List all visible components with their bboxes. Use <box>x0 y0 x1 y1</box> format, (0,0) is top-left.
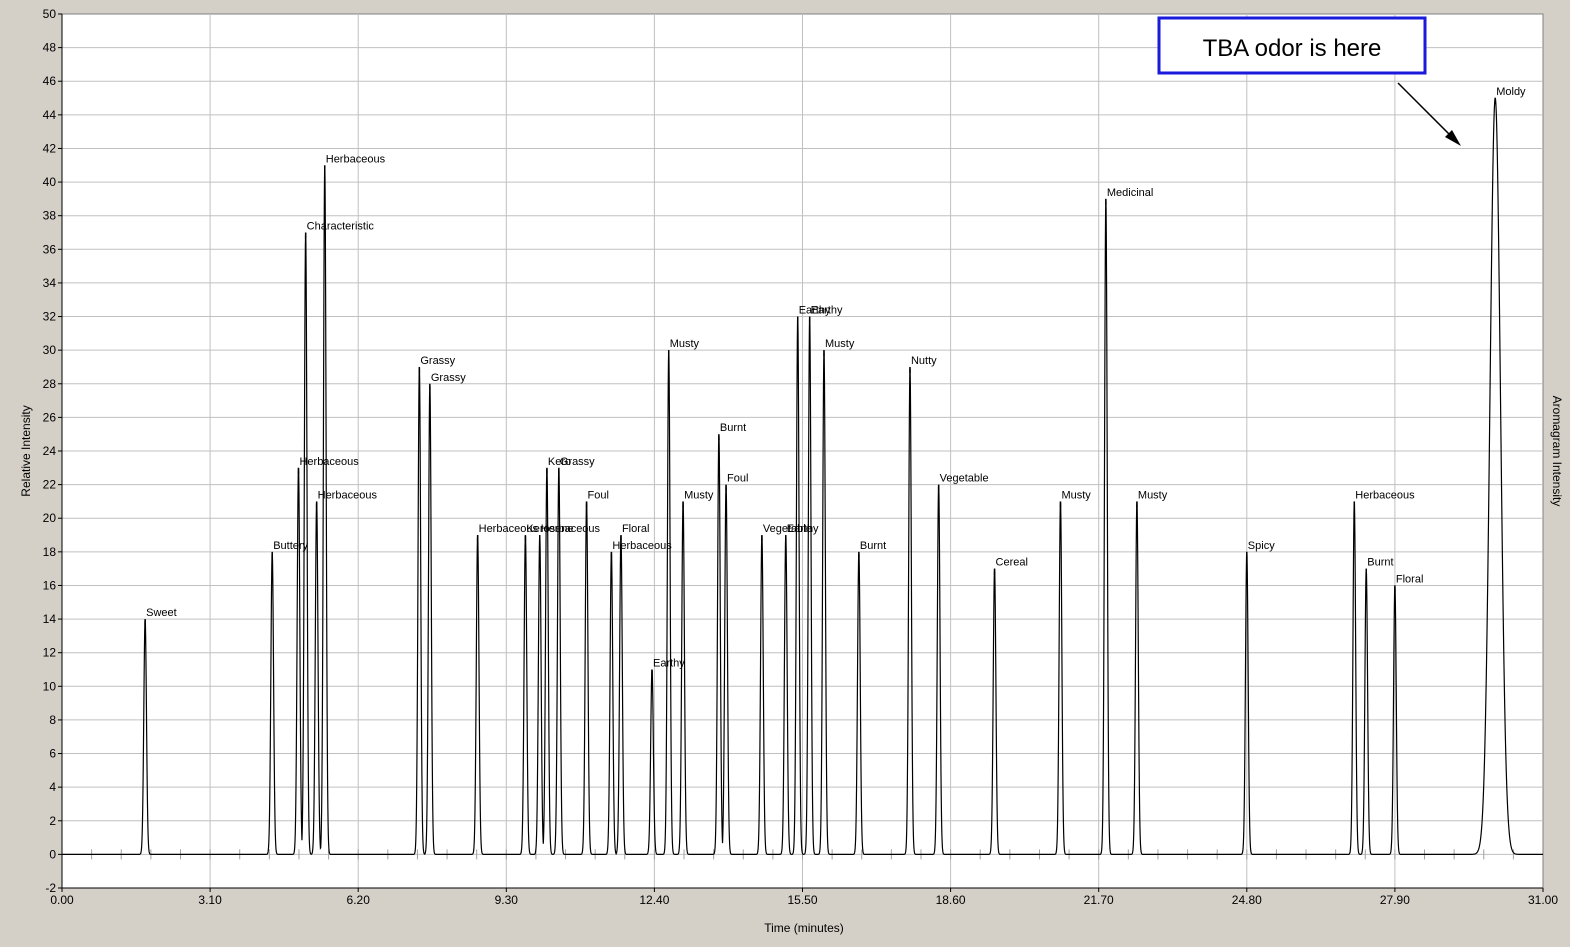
peak-label: Musty <box>684 489 714 501</box>
y-tick-label: 50 <box>43 7 57 21</box>
y-tick-label: 12 <box>43 646 57 660</box>
y-tick-label: 2 <box>49 814 56 828</box>
peak-label: Herbaceous <box>299 456 359 468</box>
peak-label: Characteristic <box>307 221 375 233</box>
peak-label: Grassy <box>420 355 455 367</box>
y-tick-label: 8 <box>49 713 56 727</box>
x-tick-label: 9.30 <box>495 893 519 907</box>
x-tick-label: 24.80 <box>1232 893 1262 907</box>
peak-label: Floral <box>622 523 650 535</box>
peak-label: Grassy <box>560 456 595 468</box>
peak-label: Spicy <box>1248 540 1275 552</box>
peak-label: Floral <box>1396 573 1424 585</box>
peak-label: Cereal <box>996 557 1028 569</box>
peak-label: Foul <box>727 473 748 485</box>
x-tick-label: 12.40 <box>639 893 669 907</box>
y-tick-label: 38 <box>43 209 57 223</box>
peak-label: Grassy <box>431 372 466 384</box>
y-tick-label: 44 <box>43 108 57 122</box>
y-tick-label: 30 <box>43 343 57 357</box>
peak-label: Earthy <box>653 658 685 670</box>
x-axis-title: Time (minutes) <box>764 921 844 935</box>
x-tick-label: 15.50 <box>787 893 817 907</box>
x-tick-label: 21.70 <box>1084 893 1114 907</box>
axes: -202468101214161820222426283032343638404… <box>43 7 1559 907</box>
peak-labels: Sweet Buttery Herbaceous Characteristic Herb… <box>146 86 1526 669</box>
y-tick-label: 10 <box>43 679 57 693</box>
peak-label: Herbaceous <box>318 489 378 501</box>
y-tick-label: 20 <box>43 511 57 525</box>
peak-label: Medicinal <box>1107 187 1153 199</box>
y-tick-label: 46 <box>43 74 57 88</box>
peak-label: Burnt <box>1367 557 1393 569</box>
peak-label: Musty <box>1061 489 1091 501</box>
y-tick-label: 34 <box>43 276 57 290</box>
peak-label: Earthy <box>787 523 819 535</box>
x-tick-label: 6.20 <box>347 893 371 907</box>
peak-label: Earthy <box>799 305 831 317</box>
y-tick-label: 24 <box>43 444 57 458</box>
y-tick-label: 22 <box>43 478 57 492</box>
peak-label: Earthy <box>811 305 843 317</box>
y-tick-label: 0 <box>49 847 56 861</box>
peak-label: Herbaceous <box>541 523 601 535</box>
y2-axis-title: Aromagram Intensity <box>1550 396 1564 507</box>
peak-label: Burnt <box>720 422 746 434</box>
x-tick-label: 0.00 <box>50 893 74 907</box>
y-tick-label: 14 <box>43 612 57 626</box>
peak-label: Musty <box>825 338 855 350</box>
y-tick-label: 40 <box>43 175 57 189</box>
x-tick-label: 3.10 <box>198 893 222 907</box>
chromatogram-trace <box>62 97 1543 855</box>
peak-label: Burnt <box>860 540 886 552</box>
callout-arrow-line <box>1397 82 1455 140</box>
callout-arrow-head <box>1445 130 1461 146</box>
peak-label: Foul <box>588 489 609 501</box>
peak-label: Nutty <box>911 355 937 367</box>
y-tick-label: 18 <box>43 545 57 559</box>
y-tick-label: 26 <box>43 410 57 424</box>
y-tick-label: -2 <box>45 881 56 895</box>
peak-label: Kero <box>548 456 571 468</box>
peak-label: Musty <box>1138 489 1168 501</box>
peak-label: Herbaceous <box>1355 489 1415 501</box>
y-tick-label: 28 <box>43 377 57 391</box>
y-tick-label: 48 <box>43 41 57 55</box>
tba-callout: TBA odor is here <box>1157 16 1461 146</box>
peak-label: Herbaceous <box>326 153 386 165</box>
peak-label: Vegetable <box>763 523 812 535</box>
peak-label: Moldy <box>1496 86 1526 98</box>
peak-label: Herbaceous <box>612 540 672 552</box>
x-tick-label: 31.00 <box>1528 893 1558 907</box>
callout-text: TBA odor is here <box>1203 35 1382 62</box>
x-tick-label: 27.90 <box>1380 893 1410 907</box>
peak-label: Musty <box>670 338 700 350</box>
y-axis-title: Relative Intensity <box>19 405 33 496</box>
trace-line <box>62 97 1543 855</box>
peak-label: Herbaceous <box>479 523 539 535</box>
y-tick-label: 16 <box>43 578 57 592</box>
y-tick-label: 36 <box>43 242 57 256</box>
x-tick-label: 18.60 <box>936 893 966 907</box>
callout-box <box>1157 16 1427 75</box>
peak-label: Vegetable <box>940 473 989 485</box>
y-tick-label: 32 <box>43 310 57 324</box>
y-tick-label: 6 <box>49 747 56 761</box>
peak-label: Kerosene <box>526 523 573 535</box>
y-tick-label: 4 <box>49 780 56 794</box>
peak-label: Buttery <box>273 540 308 552</box>
y-tick-label: 42 <box>43 141 57 155</box>
peak-label: Sweet <box>146 607 177 619</box>
